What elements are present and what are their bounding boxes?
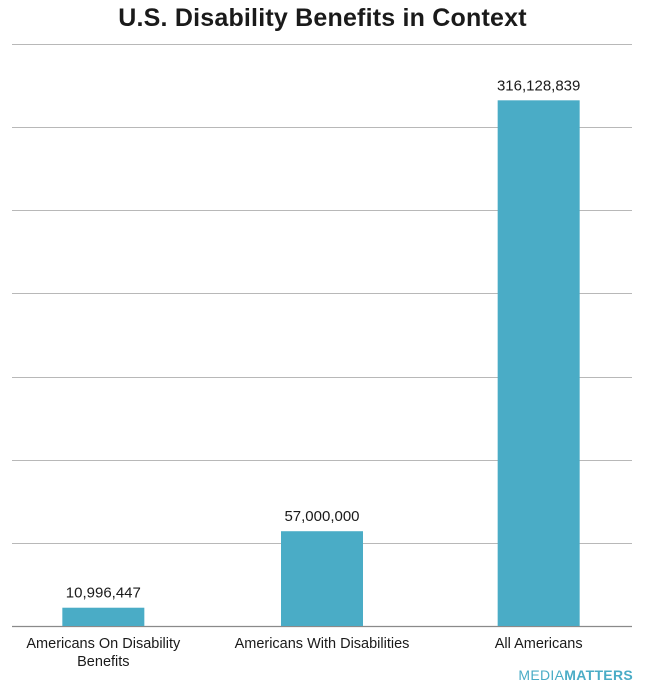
category-label: Americans With Disabilities [217,635,427,653]
category-label: Americans On Disability Benefits [0,635,208,671]
bar [62,607,145,626]
bar [497,100,580,627]
bar [281,531,363,626]
category-label: All Americans [434,635,644,653]
media-matters-logo: MEDIAMATTERS [518,667,633,683]
category-label-line: Americans On Disability [26,636,181,652]
category-label-line: Americans With Disabilities [234,636,410,652]
data-label: 316,128,839 [497,77,580,94]
brand-name-bold: MATTERS [564,667,633,683]
brand-name-light: MEDIA [518,667,565,683]
chart-title: U.S. Disability Benefits in Context [118,4,527,32]
data-label: 57,000,000 [284,508,359,525]
data-label: 10,996,447 [66,585,141,602]
category-label-line: Benefits [77,654,130,670]
category-label-line: All Americans [494,636,583,652]
